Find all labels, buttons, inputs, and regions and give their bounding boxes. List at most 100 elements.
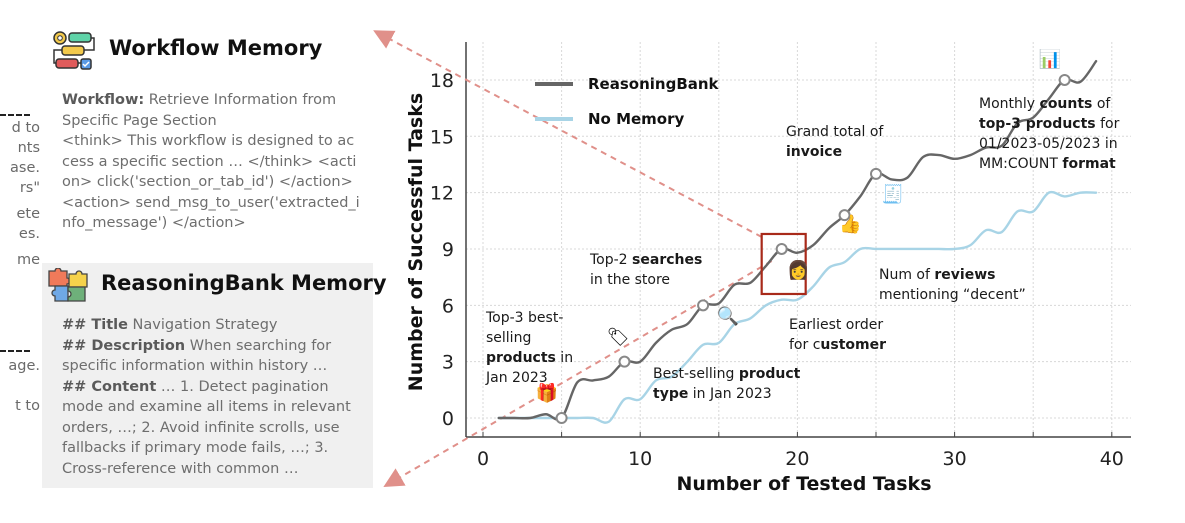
annotation-keyword: product	[738, 366, 801, 382]
frag-line: ete	[16, 206, 40, 222]
y-tick-label: 9	[442, 239, 454, 261]
gift-box-icon: 🎁	[535, 383, 559, 405]
data-point-marker	[870, 167, 882, 180]
y-tick-label: 0	[442, 408, 454, 430]
magnifier-icon: 🔍	[716, 306, 740, 328]
annotation-text: Grand total of	[786, 124, 884, 140]
workflow-memory-body: Workflow: Retrieve Information from Spec…	[62, 90, 362, 234]
data-point-marker	[697, 299, 710, 312]
frag-line: rs"	[19, 180, 40, 196]
truncated-text-bottom: age. t to	[0, 356, 40, 416]
y-tick-label: 6	[442, 295, 454, 317]
invoice-icon: 🧾	[881, 184, 905, 206]
annotation-text: for c	[789, 337, 821, 353]
annotation-keyword: ustomer	[820, 337, 887, 353]
annotation-keyword: top-3 products	[979, 116, 1096, 132]
frag-line: t to	[15, 398, 40, 414]
reasoningbank-memory-title: ReasoningBank Memory	[101, 271, 387, 295]
series-line-reasoningbank	[497, 59, 1098, 421]
workflow-flowchart-icon	[50, 30, 96, 76]
annotation-text: of	[1092, 96, 1111, 112]
connector-arrows	[373, 30, 773, 488]
highlight-box	[760, 232, 807, 296]
annotation-text: mentioning “decent”	[879, 287, 1026, 303]
annotation-text: Earliest order	[789, 317, 884, 333]
truncated-text-top: d to nts ase. rs" ete es. me	[0, 118, 40, 270]
annotation-text: Top-3 best-	[486, 310, 564, 326]
x-axis-label: Number of Tested Tasks	[676, 473, 931, 495]
rb-description-label: ## Description	[62, 337, 186, 354]
brand-badge-icon: 🏷	[606, 327, 630, 349]
annotation-text: MM:COUNT	[979, 156, 1063, 172]
arrow-to-reasoningbank-memory	[383, 260, 773, 488]
x-tick-label: 20	[785, 448, 809, 470]
truncated-divider-top	[0, 114, 30, 116]
annotation-keyword: invoice	[786, 144, 843, 160]
annotation-text: Top-2	[590, 252, 633, 268]
rb-content-text: … 1. Detect pagination mode and examine …	[62, 378, 351, 477]
annotation-keyword: products	[486, 350, 556, 366]
data-point-marker	[775, 242, 788, 255]
annotation-text: Monthly	[979, 96, 1040, 112]
annotation-text: Num of	[879, 267, 935, 283]
y-tick-label: 12	[430, 183, 454, 205]
annotation-text: selling	[486, 330, 532, 346]
annotation-earliest-order: Earliest order for customer	[789, 315, 886, 355]
data-point-marker	[555, 412, 568, 424]
annotation-text: in the store	[590, 272, 671, 288]
workflow-name: Retrieve Information from Specific Page …	[62, 92, 337, 129]
legend: ReasoningBank No Memory	[535, 75, 720, 128]
annotation-text: Best-selling	[653, 366, 739, 382]
annotation-keyword: type	[653, 386, 689, 402]
series-lines	[497, 59, 1098, 424]
frag-line: age.	[8, 358, 40, 374]
annotation-text: in Jan 2023	[688, 386, 772, 402]
series-line-no-memory	[497, 190, 1098, 424]
rb-content-label: ## Content	[62, 378, 157, 395]
annotation-num-reviews: Num of reviews mentioning “decent”	[879, 265, 1026, 305]
workflow-content: <think> This workflow is designed to acc…	[62, 133, 360, 231]
series-markers	[555, 73, 1071, 424]
frag-line: nts	[17, 140, 40, 156]
rb-description-text: When searching for specific information …	[62, 337, 332, 375]
arrow-to-workflow-memory	[373, 30, 763, 238]
y-tick-label: 3	[442, 352, 454, 374]
data-point-marker	[1058, 73, 1071, 86]
truncated-divider-bottom	[0, 350, 30, 352]
legend-reasoningbank-label: ReasoningBank	[588, 75, 720, 93]
rb-title-label: ## Title	[62, 317, 128, 333]
workflow-memory-title: Workflow Memory	[109, 36, 323, 60]
y-tick-label: 15	[430, 126, 454, 148]
annotation-keyword: searches	[632, 252, 703, 268]
annotation-text: 01/2023-05/2023 in	[979, 136, 1118, 152]
annotation-grand-total: Grand total of invoice	[786, 122, 883, 162]
annotation-best-selling-type: Best-selling product type in Jan 2023	[653, 364, 800, 404]
annotation-keyword: counts	[1039, 96, 1093, 112]
annotation-text: Jan 2023	[486, 370, 548, 386]
annotation-top3-products: Top-3 best-selling products in Jan 2023	[486, 308, 573, 388]
x-tick-label: 0	[477, 448, 489, 470]
x-tick-label: 40	[1100, 448, 1124, 470]
y-tick-label: 18	[430, 70, 454, 92]
legend-no-memory-label: No Memory	[588, 110, 685, 128]
annotation-keyword: format	[1062, 156, 1116, 172]
annotation-top2-searches: Top-2 searches in the store	[590, 250, 702, 290]
puzzle-pieces-icon	[47, 267, 89, 308]
data-point-marker	[618, 355, 631, 368]
x-tick-label: 30	[943, 448, 967, 470]
frag-line: es.	[18, 226, 40, 242]
reasoningbank-memory-body: ## Title Navigation Strategy ## Descript…	[62, 315, 364, 479]
annotation-text: for	[1095, 116, 1120, 132]
annotation-keyword: reviews	[934, 267, 996, 283]
frag-line: me	[16, 252, 40, 268]
axes: 0 10 20 30 40 0 3 6 9 12 15 18	[430, 42, 1131, 470]
customer-support-icon: 👩	[787, 259, 810, 281]
rb-title-text: Navigation Strategy	[127, 317, 278, 333]
annotation-monthly-counts: Monthly counts of top-3 products for 01/20…	[979, 94, 1119, 174]
workflow-label: Workflow:	[62, 92, 145, 108]
grid	[466, 42, 1131, 437]
x-tick-label: 10	[628, 448, 652, 470]
data-point-marker	[838, 209, 851, 222]
spreadsheet-icon: 📊	[1038, 49, 1062, 71]
